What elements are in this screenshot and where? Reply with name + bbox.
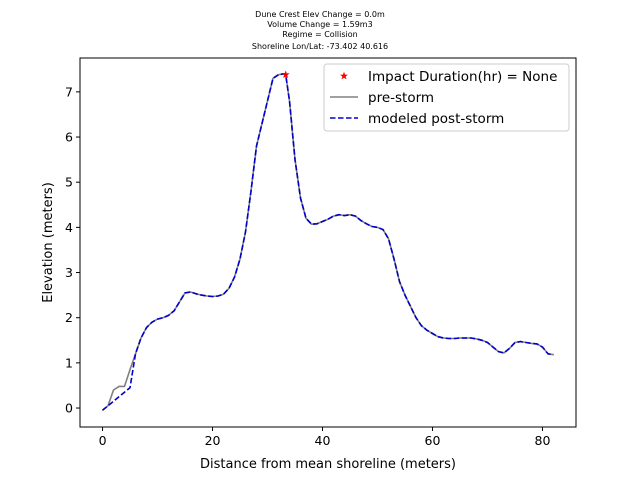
- x-tick-label: 60: [425, 433, 441, 448]
- y-tick-label: 3: [65, 265, 73, 280]
- x-axis-ticks: 0 20 40 60 80: [99, 427, 551, 448]
- legend: Impact Duration(hr) = None pre-storm mod…: [323, 63, 570, 132]
- legend-box: [323, 63, 570, 132]
- x-tick-label: 40: [315, 433, 331, 448]
- legend-label-impact-duration: Impact Duration(hr) = None: [368, 69, 557, 85]
- impact-star-marker: [281, 70, 290, 79]
- x-tick-label: 80: [535, 433, 551, 448]
- title-line-4: Shoreline Lon/Lat: -73.402 40.616: [252, 42, 388, 51]
- y-tick-label: 7: [65, 84, 73, 99]
- title-line-3: Regime = Collision: [282, 30, 357, 39]
- x-tick-label: 20: [205, 433, 221, 448]
- y-tick-label: 0: [65, 401, 73, 416]
- legend-label-pre-storm: pre-storm: [368, 90, 434, 106]
- y-axis-ticks: 0 1 2 3 4 5 6 7: [65, 84, 80, 416]
- title-line-2: Volume Change = 1.59m3: [267, 20, 372, 29]
- y-tick-label: 6: [65, 130, 73, 145]
- y-tick-label: 5: [65, 175, 73, 190]
- y-tick-label: 2: [65, 310, 73, 325]
- y-axis-label: Elevation (meters): [41, 182, 56, 303]
- x-tick-label: 0: [99, 433, 107, 448]
- plot-area: [101, 70, 554, 411]
- axes-frame: [79, 57, 577, 428]
- legend-label-post-storm: modeled post-storm: [368, 111, 504, 127]
- chart-title: Dune Crest Elev Change = 0.0m Volume Cha…: [252, 10, 388, 51]
- title-line-1: Dune Crest Elev Change = 0.0m: [255, 10, 385, 19]
- x-axis-label: Distance from mean shoreline (meters): [200, 457, 456, 472]
- y-tick-label: 4: [65, 220, 73, 235]
- y-tick-label: 1: [65, 355, 73, 370]
- legend-star-icon: [340, 71, 348, 80]
- series-line-post-storm: [101, 73, 554, 411]
